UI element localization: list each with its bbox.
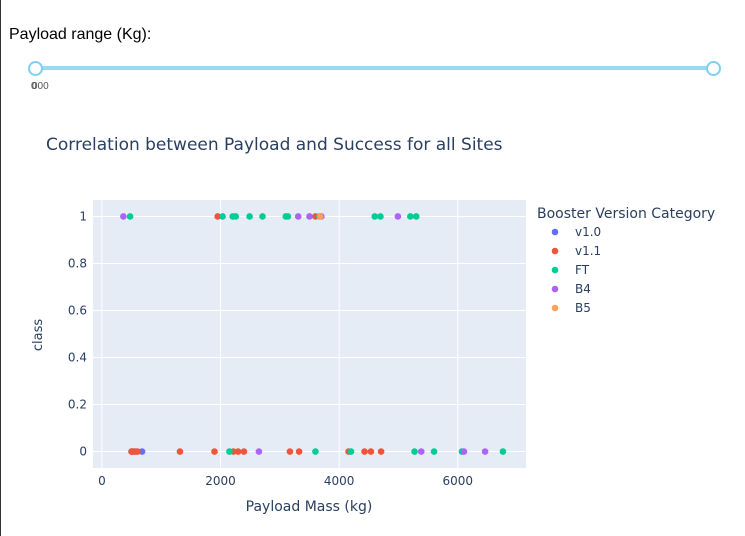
data-point-FT (246, 213, 253, 220)
data-point-B5 (316, 213, 324, 220)
payload-range-slider-track[interactable] (34, 66, 713, 70)
data-point-FT (219, 213, 226, 220)
data-point-FT (499, 448, 507, 455)
data-point-FT (126, 213, 134, 220)
data-point-v1.1 (295, 448, 303, 455)
legend: Booster Version Category v1.0 v1.1 FT B4 B5 (537, 206, 715, 315)
data-point-v1.1 (176, 448, 184, 455)
data-point-v1.1 (361, 448, 368, 455)
x-tick-label: 4000 (324, 474, 355, 488)
data-point-B4 (294, 213, 302, 220)
data-point-FT (282, 213, 290, 220)
y-tick-label: 0.6 (68, 303, 87, 317)
legend-item-label: FT (575, 263, 590, 277)
grid-lines (93, 200, 526, 468)
x-tick-label: 0 (98, 474, 106, 488)
legend-item-label: v1.1 (575, 244, 601, 258)
plot-area (93, 200, 526, 468)
data-point-B4 (460, 448, 468, 455)
y-tick-label: 0.2 (68, 398, 87, 412)
data-point-FT (371, 213, 379, 220)
data-point-FT (377, 213, 384, 220)
payload-range-max-handle[interactable] (706, 61, 721, 76)
legend-marker (551, 228, 559, 236)
y-tick-label: 0.4 (68, 351, 87, 365)
legend-item-label: B5 (575, 301, 591, 315)
legend-marker (551, 304, 559, 312)
data-point-v1.1 (134, 448, 141, 455)
y-axis-label: class (31, 319, 46, 351)
y-tick-label: 1 (79, 209, 87, 223)
data-point-FT (226, 448, 233, 455)
chart-title: Correlation between Payload and Success … (46, 135, 503, 155)
data-point-FT (232, 213, 240, 220)
data-point-FT (430, 448, 438, 455)
y-tick-label: 0.8 (68, 256, 87, 270)
data-point-B4 (120, 213, 127, 220)
payload-range-min-handle[interactable] (28, 61, 43, 76)
slider-max-mark: 000 (32, 81, 49, 92)
data-point-B4 (255, 448, 263, 455)
legend-marker (551, 247, 559, 255)
data-point-FT (312, 448, 319, 455)
y-tick-label: 0 (79, 445, 87, 459)
data-point-B4 (394, 213, 402, 220)
x-tick-label: 6000 (443, 474, 474, 488)
data-point-v1.1 (211, 448, 218, 455)
slider-min-mark: 0 (31, 81, 37, 92)
data-point-FT (347, 448, 355, 455)
data-point-FT (259, 213, 266, 220)
legend-marker (551, 285, 559, 293)
x-tick-label: 2000 (205, 474, 236, 488)
data-point-v1.1 (367, 448, 375, 455)
tick-labels: 0 2000 4000 6000 0 0.2 0.4 0.6 0.8 1 (68, 209, 473, 488)
legend-item-label: B4 (575, 282, 591, 296)
x-axis-label: Payload Mass (kg) (246, 499, 373, 515)
data-point-v1.1 (234, 448, 242, 455)
data-point-v1.1 (240, 448, 248, 455)
data-point-FT (407, 213, 414, 220)
data-point-FT (411, 448, 418, 455)
data-point-v1.1 (286, 448, 294, 455)
data-point-v1.1 (214, 213, 221, 220)
legend-title: Booster Version Category (537, 206, 715, 222)
data-point-v1.1 (377, 448, 385, 455)
data-point-B4 (306, 213, 313, 220)
data-points (120, 213, 507, 455)
legend-item-label: v1.0 (575, 225, 601, 239)
data-point-FT (412, 213, 420, 220)
window-left-border (0, 0, 1, 536)
data-point-B4 (417, 448, 425, 455)
legend-marker (551, 266, 559, 274)
payload-range-label: Payload range (Kg): (9, 26, 152, 43)
data-point-v1.0 (138, 448, 146, 455)
data-point-B4 (481, 448, 489, 455)
